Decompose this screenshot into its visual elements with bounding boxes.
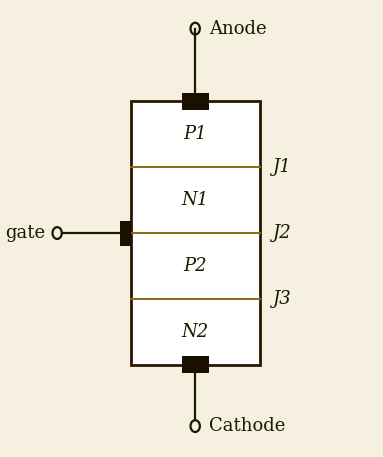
Bar: [182, 356, 209, 373]
Text: Cathode: Cathode: [209, 417, 285, 435]
Bar: [120, 221, 131, 245]
Bar: [182, 93, 209, 110]
Text: gate: gate: [5, 224, 45, 242]
Text: J2: J2: [272, 224, 291, 242]
Bar: [131, 101, 260, 365]
Text: P1: P1: [183, 125, 207, 143]
Text: N2: N2: [182, 323, 209, 341]
Text: J3: J3: [272, 290, 291, 308]
Text: Anode: Anode: [209, 20, 267, 37]
Text: N1: N1: [182, 191, 209, 209]
Text: J1: J1: [272, 158, 291, 176]
Text: P2: P2: [183, 257, 207, 275]
